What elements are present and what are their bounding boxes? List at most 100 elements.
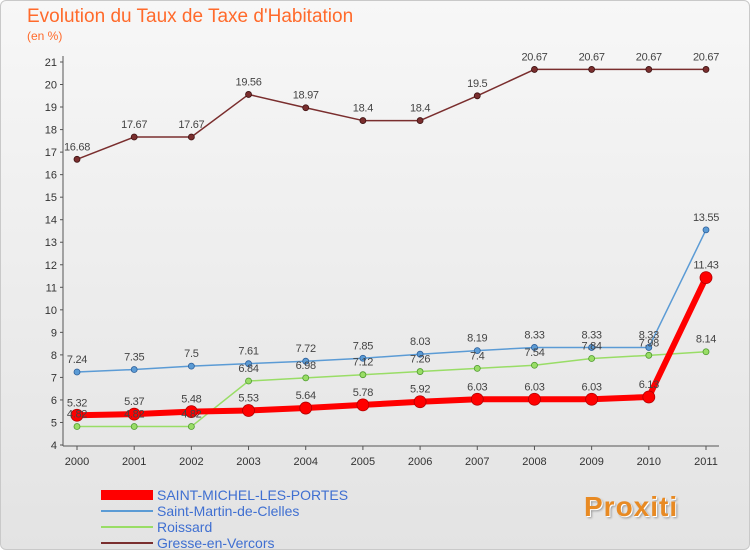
- y-tick-label: 6: [51, 395, 57, 407]
- data-label: 8.33: [582, 329, 602, 341]
- data-label: 7.61: [238, 346, 258, 358]
- series-point: [299, 401, 313, 415]
- data-label: 8.19: [467, 333, 487, 345]
- series-point: [242, 404, 255, 417]
- series-point: [73, 423, 81, 430]
- chart-title: Evolution du Taux de Taxe d'Habitation: [27, 6, 354, 27]
- series-line-3: [76, 68, 706, 161]
- legend-item: SAINT-MICHEL-LES-PORTES: [101, 487, 348, 503]
- series-point: [187, 362, 195, 370]
- legend-swatch: [101, 490, 153, 500]
- series-point: [645, 351, 653, 359]
- series-point: [184, 405, 198, 419]
- y-tick-label: 13: [45, 237, 57, 249]
- data-label: 18.97: [293, 90, 319, 102]
- series-point: [585, 392, 599, 406]
- data-label: 13.55: [693, 212, 719, 224]
- data-label: 7.12: [353, 357, 373, 369]
- series-point: [130, 133, 138, 141]
- y-tick-label: 9: [51, 327, 57, 339]
- y-tick-label: 18: [45, 125, 57, 137]
- data-label: 17.67: [121, 119, 147, 131]
- data-label: 6.03: [524, 381, 544, 393]
- series-point: [645, 66, 653, 73]
- y-tick-label: 10: [45, 305, 57, 317]
- data-label: 6.84: [238, 363, 258, 375]
- x-tick-label: 2010: [637, 456, 661, 468]
- series-point: [473, 347, 481, 355]
- data-label: 6.03: [467, 381, 487, 393]
- data-label: 19.5: [467, 78, 487, 90]
- series-point: [130, 366, 138, 373]
- legend-item: Gresse-en-Vercors: [101, 535, 348, 550]
- y-tick-label: 5: [51, 417, 57, 429]
- x-tick-label: 2005: [351, 456, 375, 468]
- data-label: 8.14: [696, 334, 716, 346]
- data-label: 7.84: [582, 340, 602, 352]
- series-line-1: [76, 229, 707, 373]
- series-point: [245, 360, 252, 368]
- series-point: [473, 92, 481, 100]
- legend-label: Gresse-en-Vercors: [157, 535, 275, 550]
- series-point: [70, 408, 84, 422]
- data-label: 5.53: [238, 393, 258, 405]
- series-point: [588, 66, 596, 73]
- series-point: [702, 348, 710, 356]
- data-label: 4.82: [181, 409, 201, 421]
- series-point: [702, 66, 710, 73]
- data-label: 7.98: [639, 337, 659, 349]
- series-point: [702, 226, 710, 234]
- data-label: 7.4: [470, 350, 485, 362]
- legend-swatch: [101, 542, 153, 544]
- data-label: 7.72: [296, 343, 316, 355]
- data-label: 5.64: [296, 390, 316, 402]
- data-label: 7.5: [184, 348, 199, 360]
- chart-subtitle: (en %): [27, 29, 63, 43]
- series-point: [473, 364, 481, 372]
- series-point: [127, 407, 141, 421]
- chart-legend: SAINT-MICHEL-LES-PORTES Saint-Martin-de-C…: [101, 487, 348, 550]
- series-point: [73, 155, 81, 163]
- data-label: 11.43: [693, 260, 718, 272]
- series-point: [130, 423, 138, 430]
- y-tick-label: 19: [45, 102, 57, 114]
- data-label: 17.67: [178, 119, 204, 131]
- legend-label: SAINT-MICHEL-LES-PORTES: [157, 487, 349, 503]
- data-label: 19.56: [236, 76, 262, 88]
- data-label: 8.33: [524, 329, 544, 341]
- series-point: [531, 361, 538, 369]
- y-tick-label: 16: [45, 170, 57, 182]
- x-tick-label: 2000: [65, 456, 89, 468]
- series-point: [531, 344, 538, 351]
- series-point: [588, 344, 596, 351]
- series-point: [359, 354, 367, 362]
- series-point: [531, 66, 538, 73]
- y-tick-label: 11: [46, 282, 57, 294]
- series-point: [302, 104, 310, 112]
- series-point: [359, 117, 367, 124]
- data-label: 18.4: [353, 103, 373, 115]
- data-label: 20.67: [579, 51, 605, 63]
- data-label: 7.35: [124, 352, 144, 364]
- data-label: 8.03: [410, 336, 430, 348]
- data-label: 4.82: [67, 409, 87, 421]
- data-label: 5.32: [67, 397, 87, 409]
- series-point: [302, 374, 310, 382]
- series-point: [588, 355, 596, 362]
- x-tick-label: 2007: [465, 456, 489, 468]
- series-line-2: [77, 350, 707, 428]
- legend-swatch: [101, 526, 153, 528]
- series-point: [187, 423, 195, 430]
- series-point: [413, 395, 427, 409]
- y-tick-label: 4: [51, 440, 57, 452]
- series-point: [187, 133, 195, 141]
- data-label: 4.82: [124, 409, 144, 421]
- series-point: [245, 91, 252, 98]
- y-tick-label: 17: [45, 147, 57, 159]
- legend-label: Saint-Martin-de-Clelles: [157, 503, 300, 519]
- data-label: 18.4: [410, 103, 430, 115]
- chart-series: [70, 66, 713, 430]
- series-point: [73, 368, 81, 376]
